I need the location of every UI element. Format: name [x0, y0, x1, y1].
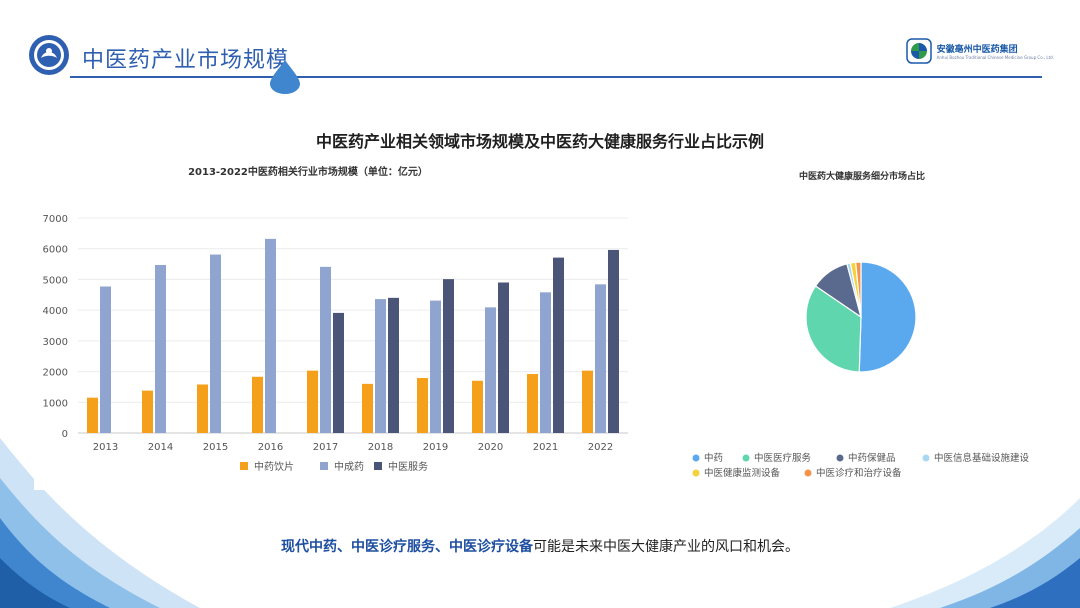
- bar-2019-2: [443, 279, 454, 433]
- x-tick-label: 2013: [93, 442, 118, 453]
- bar-2013-1: [100, 286, 111, 433]
- bar-2014-0: [142, 390, 153, 433]
- bar-2015-0: [197, 384, 208, 433]
- bar-2019-1: [430, 300, 441, 433]
- pie-legend-label: 中医诊疗和治疗设备: [816, 467, 902, 479]
- y-tick-label: 2000: [43, 368, 68, 379]
- pie-legend-dot: [836, 454, 844, 462]
- bar-2017-1: [320, 266, 331, 433]
- drop-accent-icon: [270, 60, 300, 94]
- bar-2016-1: [265, 238, 276, 433]
- brand-logo: 安徽亳州中医药集团 Anhui Bozhou Traditional Chine…: [905, 38, 1054, 64]
- y-tick-label: 4000: [43, 306, 68, 317]
- bar-2014-1: [155, 264, 166, 433]
- x-tick-label: 2022: [588, 442, 613, 453]
- legend-label: 中成药: [334, 460, 364, 473]
- y-tick-label: 1000: [43, 398, 68, 409]
- bar-2018-0: [362, 383, 373, 433]
- bar-2017-0: [307, 370, 318, 433]
- x-tick-label: 2014: [148, 442, 173, 453]
- x-tick-label: 2021: [533, 442, 558, 453]
- bar-2022-0: [582, 370, 593, 433]
- bar-2021-2: [553, 257, 564, 433]
- pie-legend-label: 中药: [704, 452, 723, 464]
- title-divider: [70, 76, 1042, 78]
- bar-2021-1: [540, 292, 551, 433]
- legend-item: 中成药: [320, 460, 364, 473]
- pie-legend-label: 中医信息基础设施建设: [934, 452, 1030, 464]
- y-tick-label: 3000: [43, 337, 68, 348]
- pie-legend-item: 中药保健品: [836, 452, 896, 464]
- conclusion-highlight: 现代中药、中医诊疗服务、中医诊疗设备: [281, 539, 533, 555]
- pie-legend-item: 中医健康监测设备: [692, 467, 781, 479]
- conclusion-text: 现代中药、中医诊疗服务、中医诊疗设备可能是未来中医大健康产业的风口和机会。: [0, 536, 1080, 556]
- bar-2013-0: [87, 397, 98, 433]
- legend-swatch: [240, 462, 248, 470]
- bar-2020-1: [485, 307, 496, 433]
- bar-2020-2: [498, 282, 509, 433]
- pie-legend-dot: [692, 454, 700, 462]
- decorative-wave-bottom-right: [890, 498, 1080, 608]
- bar-2022-2: [608, 249, 619, 433]
- company-emblem-icon: [29, 35, 69, 75]
- legend-swatch: [374, 462, 382, 470]
- legend-label: 中药饮片: [254, 460, 294, 473]
- legend-label: 中医服务: [388, 460, 428, 473]
- x-tick-label: 2020: [478, 442, 503, 453]
- pie-legend-item: 中医诊疗和治疗设备: [804, 467, 902, 479]
- pie-chart-title: 中医药大健康服务细分市场占比: [799, 170, 925, 182]
- bar-2018-1: [375, 299, 386, 433]
- pie-legend-label: 中医健康监测设备: [704, 467, 781, 479]
- brand-mark-icon: [905, 38, 932, 64]
- bar-2018-2: [388, 297, 399, 433]
- conclusion-rest: 可能是未来中医大健康产业的风口和机会。: [533, 539, 799, 555]
- page-title: 中医药产业市场规模: [82, 48, 290, 73]
- pie-slice-5: [855, 261, 862, 318]
- bar-2022-1: [595, 284, 606, 433]
- legend-swatch: [320, 462, 328, 470]
- brand-name: 安徽亳州中医药集团: [936, 45, 1018, 55]
- x-tick-label: 2018: [368, 442, 393, 453]
- pie-legend-label: 中药保健品: [848, 452, 896, 464]
- main-heading: 中医药产业相关领域市场规模及中医药大健康服务行业占比示例: [315, 132, 764, 151]
- pie-legend-dot: [922, 454, 930, 462]
- bar-chart-panel: 2013-2022中医药相关行业市场规模（单位：亿元） 0 1000 2000 3000…: [34, 158, 654, 490]
- bar-2016-0: [252, 376, 263, 433]
- pie-chart-panel: 中医药大健康服务细分市场占比中药 中医医疗服务 中药保健品 中医信息基础设施建设中医健…: [680, 160, 1060, 490]
- y-tick-label: 6000: [43, 245, 68, 256]
- x-tick-label: 2016: [258, 442, 283, 453]
- x-tick-label: 2015: [203, 442, 228, 453]
- pie-slice-1: [805, 285, 862, 373]
- bar-chart: 2013-2022中医药相关行业市场规模（单位：亿元） 0 1000 2000 3000…: [43, 165, 628, 473]
- x-tick-label: 2019: [423, 442, 448, 453]
- pie-legend-item: 中医信息基础设施建设: [922, 452, 1030, 464]
- pie-legend-label: 中医医疗服务: [754, 452, 812, 464]
- y-tick-label: 0: [62, 429, 68, 440]
- pie-legend-item: 中药: [692, 452, 723, 464]
- y-tick-label: 5000: [43, 275, 68, 286]
- legend-item: 中药饮片: [240, 460, 294, 473]
- bar-2021-0: [527, 374, 538, 433]
- pie-legend-item: 中医医疗服务: [742, 452, 812, 464]
- pie-legend-dot: [742, 454, 750, 462]
- bar-2019-0: [417, 378, 428, 433]
- y-tick-label: 7000: [43, 214, 68, 225]
- bar-2017-2: [333, 312, 344, 433]
- bar-chart-title: 2013-2022中医药相关行业市场规模（单位：亿元）: [188, 165, 428, 178]
- pie-slice-0: [858, 261, 917, 373]
- legend-item: 中医服务: [374, 460, 428, 473]
- bar-2020-0: [472, 380, 483, 433]
- pie-legend-dot: [804, 469, 812, 477]
- brand-subtitle: Anhui Bozhou Traditional Chinese Medicin…: [936, 55, 1054, 60]
- bar-2015-1: [210, 254, 221, 433]
- pie-legend-dot: [692, 469, 700, 477]
- x-tick-label: 2017: [313, 442, 338, 453]
- decorative-wave-bottom-left: [0, 438, 200, 608]
